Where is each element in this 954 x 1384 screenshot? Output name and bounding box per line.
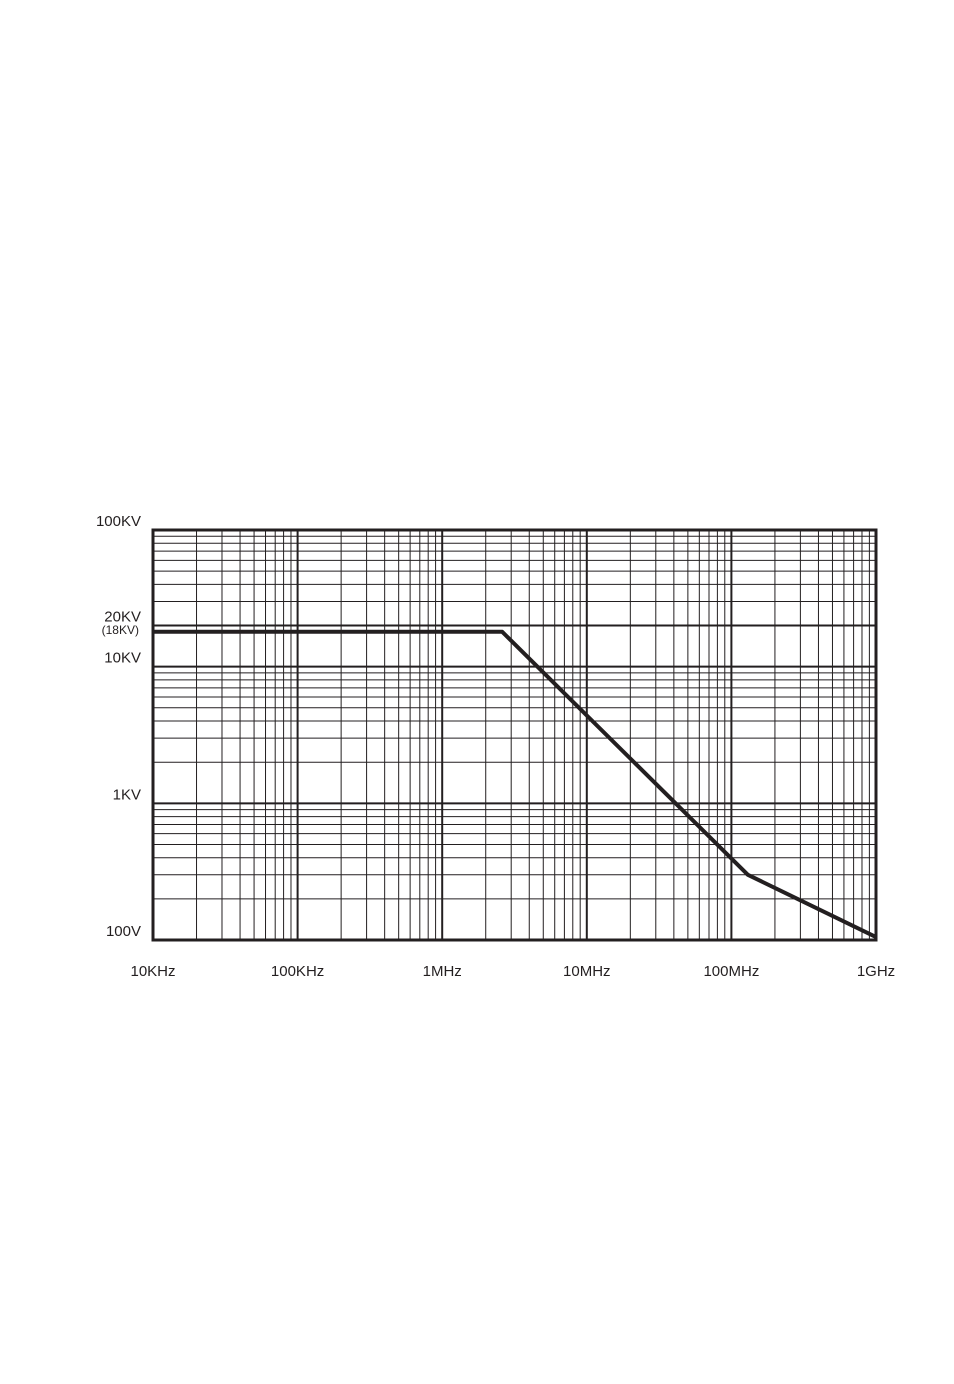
x-tick-label: 100MHz xyxy=(703,963,759,980)
y-tick-label: 1KV xyxy=(113,786,141,803)
y-tick-label: 100KV xyxy=(96,513,141,530)
y-tick-label: 20KV xyxy=(104,608,141,625)
x-tick-label: 10MHz xyxy=(563,963,611,980)
x-tick-label: 1MHz xyxy=(423,963,462,980)
annotation: (18KV) xyxy=(102,623,139,637)
plot-frame xyxy=(151,528,878,942)
x-tick-label: 1GHz xyxy=(857,963,895,980)
x-tick-label: 100KHz xyxy=(271,963,324,980)
y-tick-label: 10KV xyxy=(104,650,141,667)
data-line xyxy=(153,629,877,939)
y-tick-label: 100V xyxy=(106,923,141,940)
x-tick-label: 10KHz xyxy=(130,963,175,980)
